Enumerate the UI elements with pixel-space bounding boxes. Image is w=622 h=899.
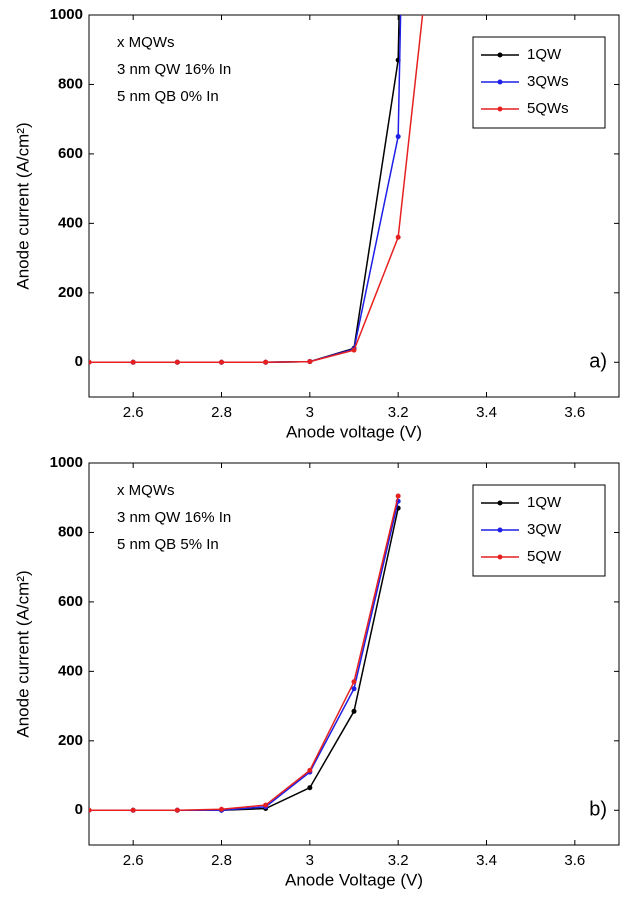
y-tick-label: 0 — [75, 353, 83, 370]
y-tick-label: 200 — [58, 284, 83, 301]
data-point — [130, 807, 136, 813]
data-point — [307, 785, 313, 791]
data-point — [219, 359, 224, 365]
y-tick-label: 1000 — [50, 6, 83, 23]
y-axis-label: Anode current (A/cm²) — [13, 122, 32, 289]
plot-area — [89, 15, 424, 365]
annotation: x MQWs — [117, 34, 175, 51]
y-axis-label: Anode current (A/cm²) — [13, 570, 32, 737]
plot-area — [89, 493, 401, 813]
x-tick-label: 2.8 — [211, 404, 232, 421]
x-tick-label: 3.2 — [388, 404, 409, 421]
data-point — [130, 359, 136, 365]
y-tick-label: 0 — [75, 801, 83, 818]
legend-label: 1QW — [527, 46, 562, 63]
legend-marker — [497, 554, 503, 560]
y-tick-label: 800 — [58, 75, 83, 92]
chart: 0 200 400 600 800 1000 2.6 2.8 3 3.2 3.4 3.6 Anode V… — [13, 454, 620, 889]
data-point — [89, 807, 92, 813]
chart: 0 200 400 600 800 1000 2.6 2.8 3 3.2 3.4 3.6 Anode v… — [13, 6, 620, 441]
data-point — [307, 359, 313, 365]
x-tick-label: 2.8 — [211, 852, 232, 869]
data-point — [351, 708, 357, 714]
x-tick-label: 2.6 — [123, 852, 144, 869]
legend-marker — [497, 52, 503, 58]
x-axis-label: Anode Voltage (V) — [285, 870, 423, 889]
legend-marker — [497, 106, 503, 112]
data-point — [89, 359, 92, 365]
x-tick-label: 3.6 — [564, 404, 585, 421]
plot-frame — [88, 14, 620, 398]
legend-label: 5QWs — [527, 100, 569, 117]
x-tick-label: 3 — [306, 852, 314, 869]
x-tick-label: 3 — [306, 404, 314, 421]
data-point — [263, 359, 269, 365]
legend-marker — [497, 79, 503, 85]
x-tick-label: 2.6 — [123, 404, 144, 421]
legend-label: 1QW — [527, 494, 562, 511]
data-point — [219, 806, 224, 812]
series-line — [89, 15, 402, 364]
y-tick-label: 200 — [58, 732, 83, 749]
data-point — [174, 359, 180, 365]
annotation: 5 nm QB 0% In — [117, 88, 219, 105]
data-point — [351, 347, 357, 353]
x-axis-label: Anode voltage (V) — [286, 422, 422, 441]
panel-label: a) — [589, 350, 607, 372]
data-point — [307, 767, 313, 773]
data-point — [351, 679, 357, 685]
y-tick-label: 800 — [58, 523, 83, 540]
data-point — [395, 234, 401, 240]
y-tick-label: 600 — [58, 593, 83, 610]
data-point — [263, 802, 269, 808]
legend-label: 3QW — [527, 521, 562, 538]
series-line — [89, 507, 399, 812]
y-tick-label: 600 — [58, 145, 83, 162]
legend-label: 5QW — [527, 548, 562, 565]
annotation: 3 nm QW 16% In — [117, 61, 231, 78]
x-tick-label: 3.4 — [476, 852, 497, 869]
series-line — [89, 495, 399, 812]
annotation: x MQWs — [117, 482, 175, 499]
data-point — [395, 493, 401, 499]
data-point — [395, 134, 401, 140]
panel-label: b) — [589, 798, 607, 820]
data-point — [351, 686, 357, 692]
data-point — [174, 807, 180, 813]
plot-frame — [88, 462, 620, 846]
y-tick-label: 400 — [58, 662, 83, 679]
x-tick-label: 3.4 — [476, 404, 497, 421]
annotation: 3 nm QW 16% In — [117, 509, 231, 526]
annotation: 5 nm QB 5% In — [117, 536, 219, 553]
y-tick-label: 1000 — [50, 454, 83, 471]
legend-marker — [497, 527, 503, 533]
legend-marker — [497, 500, 503, 506]
y-tick-label: 400 — [58, 214, 83, 231]
legend-label: 3QWs — [527, 73, 569, 90]
x-tick-label: 3.2 — [388, 852, 409, 869]
x-tick-label: 3.6 — [564, 852, 585, 869]
